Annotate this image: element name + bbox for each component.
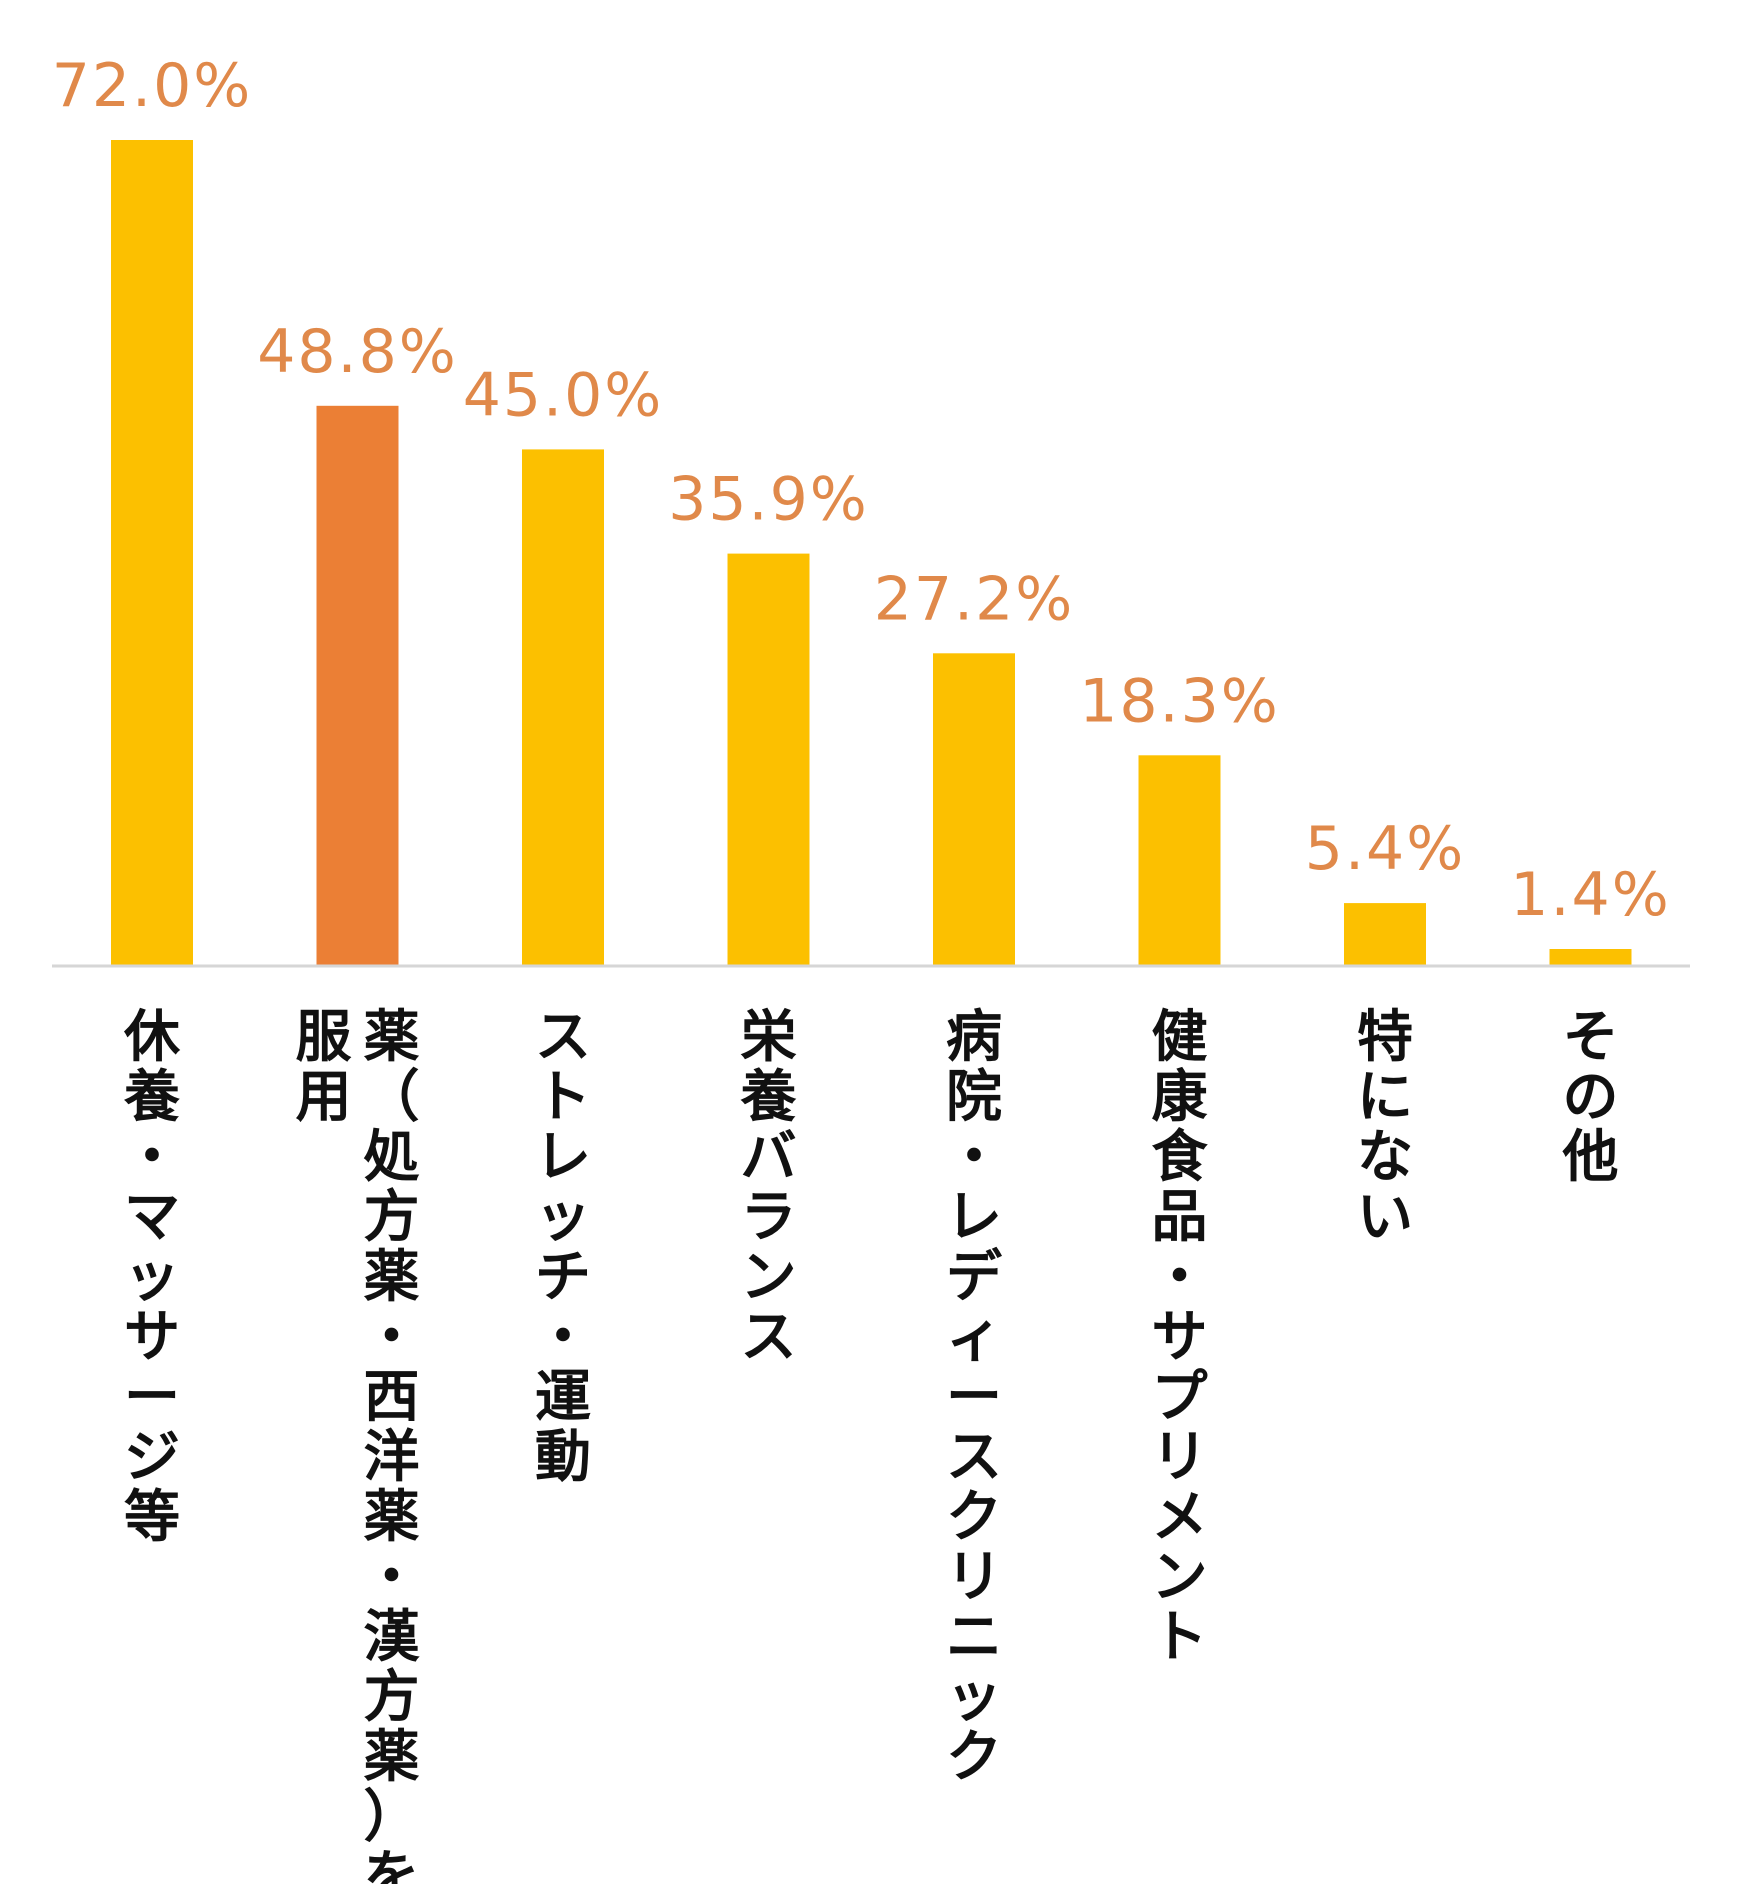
category-label-6: 特にない [1357,1005,1413,1250]
bar-5 [1138,755,1221,965]
value-label-5: 18.3% [1079,666,1280,736]
category-label-2-line-0: ストレッチ・運動 [535,1005,591,1490]
bar-4 [933,653,1015,965]
category-label-1-line-1: 服用 [296,1005,352,1130]
bar-3 [727,553,810,965]
category-label-6-line-0: 特にない [1357,1005,1413,1250]
value-labels-group: 72.0% 48.8%45.0%35.9%27.2%18.3% 5.4% 1.4% [52,51,1670,930]
category-labels-group: 休養・マッサージ等 薬（処方薬・西洋薬・漢方薬）を服用 ストレッチ・運動 栄養バランス… [123,1005,1619,1884]
value-label-2: 45.0% [463,360,664,430]
value-label-4: 27.2% [874,564,1075,634]
bar-0 [111,140,193,965]
value-label-7: 1.4% [1510,860,1670,930]
category-label-0-line-0: 休養・マッサージ等 [123,1005,181,1550]
category-label-7-line-0: その他 [1562,1005,1619,1190]
bar-2 [522,449,604,965]
category-label-2: ストレッチ・運動 [535,1005,591,1490]
category-label-1: 薬（処方薬・西洋薬・漢方薬）を服用 [296,1005,421,1884]
value-label-0: 72.0% [52,51,253,121]
value-label-3: 35.9% [668,465,869,535]
category-label-5-line-0: 健康食品・サプリメント [1152,1005,1209,1670]
value-label-6: 5.4% [1305,814,1465,884]
category-label-7: その他 [1562,1005,1619,1190]
category-label-4: 病院・レディースクリニック [946,1005,1003,1790]
bars-group [111,140,1632,965]
value-label-1: 48.8% [257,317,458,387]
bar-6 [1344,903,1426,965]
category-label-0: 休養・マッサージ等 [123,1005,181,1550]
bar-1 [316,405,399,965]
category-label-5: 健康食品・サプリメント [1152,1005,1209,1670]
category-label-1-line-0: 薬（処方薬・西洋薬・漢方薬）を [364,1005,421,1884]
bar-7 [1549,949,1632,965]
category-label-3-line-0: 栄養バランス [740,1005,798,1370]
category-label-4-line-0: 病院・レディースクリニック [946,1005,1003,1790]
category-label-3: 栄養バランス [740,1005,798,1370]
